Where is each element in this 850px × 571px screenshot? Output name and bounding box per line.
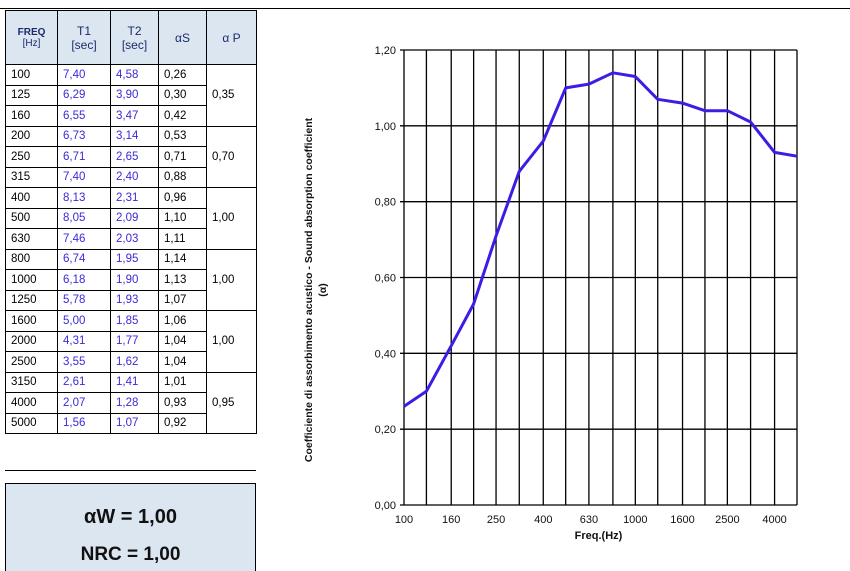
- col-header-freq-unit: [Hz]: [22, 37, 41, 49]
- x-tick-label: 2500: [715, 514, 739, 526]
- x-tick-label: 160: [442, 514, 460, 526]
- cell-freq: 100: [5, 64, 58, 86]
- col-header-freq: FREQ [Hz]: [5, 10, 58, 65]
- y-tick-label: 0,60: [375, 273, 396, 285]
- table-row: 125 6,29 3,90 0,30: [5, 84, 257, 106]
- table-row: 160 6,55 3,47 0,42: [5, 105, 257, 127]
- cell-alpha-s: 1,11: [158, 228, 207, 250]
- cell-t2: 1,93: [110, 289, 159, 311]
- y-tick-label: 1,00: [375, 121, 396, 133]
- x-tick-label: 250: [487, 514, 505, 526]
- table-row: 1000 6,18 1,90 1,13: [5, 269, 257, 291]
- x-tick-label: 1000: [623, 514, 647, 526]
- table-row: 200 6,73 3,14 0,53 0,70: [5, 125, 257, 188]
- cell-alpha-s: 0,92: [158, 412, 207, 434]
- table-separator: [5, 470, 256, 471]
- summary-panel: αW = 1,00 NRC = 1,00: [5, 483, 256, 571]
- cell-freq: 5000: [5, 412, 58, 434]
- table-row: 4000 2,07 1,28 0,93: [5, 392, 257, 414]
- cell-t2: 3,47: [110, 105, 159, 127]
- cell-alpha-s: 0,53: [158, 125, 207, 147]
- cell-freq: 200: [5, 125, 58, 147]
- col-header-alpha-p: α P: [206, 10, 257, 65]
- cell-alpha-s: 0,30: [158, 84, 207, 106]
- cell-t2: 1,28: [110, 392, 159, 414]
- cell-t1: 8,13: [57, 187, 111, 209]
- x-tick-label: 630: [580, 514, 598, 526]
- col-header-freq-label: FREQ: [17, 26, 46, 38]
- y-tick-label: 0,00: [375, 500, 396, 512]
- table-row: 500 8,05 2,09 1,10: [5, 207, 257, 229]
- y-tick-label: 1,20: [375, 45, 396, 57]
- table-row: 1250 5,78 1,93 1,07: [5, 289, 257, 311]
- cell-t1: 3,55: [57, 351, 111, 373]
- absorption-series-line: [403, 71, 798, 408]
- cell-alpha-p: 0,35: [206, 64, 257, 127]
- col-header-t1-label: T1: [76, 23, 91, 38]
- y-tick-label: 0,80: [375, 197, 396, 209]
- cell-freq: 400: [5, 187, 58, 209]
- cell-freq: 2000: [5, 330, 58, 352]
- y-tick-label: 0,40: [375, 348, 396, 360]
- nrc-value: NRC = 1,00: [80, 544, 181, 565]
- cell-t1: 1,56: [57, 412, 111, 434]
- cell-alpha-s: 0,42: [158, 105, 207, 127]
- x-tick-label: 4000: [762, 514, 786, 526]
- cell-alpha-s: 0,26: [158, 64, 207, 86]
- cell-t2: 4,58: [110, 64, 159, 86]
- table-row: 2500 3,55 1,62 1,04: [5, 351, 257, 373]
- cell-alpha-s: 1,14: [158, 248, 207, 270]
- cell-alpha-p: 1,00: [206, 310, 257, 373]
- col-header-t1: T1 [sec]: [57, 10, 111, 65]
- cell-alpha-s: 0,93: [158, 392, 207, 414]
- table-header-row: FREQ [Hz] T1 [sec] T2 [sec] αS α P: [5, 10, 257, 65]
- table-row: 100 7,40 4,58 0,26 0,35: [5, 64, 257, 127]
- table-row: 5000 1,56 1,07 0,92: [5, 412, 257, 434]
- data-table: FREQ [Hz] T1 [sec] T2 [sec] αS α P 100 7,…: [5, 10, 257, 434]
- y-tick-label: 0,20: [375, 424, 396, 436]
- x-tick-label: 100: [395, 514, 413, 526]
- data-table-panel: FREQ [Hz] T1 [sec] T2 [sec] αS α P 100 7,…: [5, 10, 257, 434]
- col-header-t2-unit: [sec]: [121, 37, 148, 52]
- cell-freq: 2500: [5, 351, 58, 373]
- top-border: [0, 8, 850, 9]
- cell-t1: 6,71: [57, 146, 111, 168]
- cell-alpha-s: 1,07: [158, 289, 207, 311]
- x-tick-label: 400: [534, 514, 552, 526]
- x-axis-label: Freq.(Hz): [575, 530, 623, 542]
- table-row: 250 6,71 2,65 0,71: [5, 146, 257, 168]
- cell-alpha-s: 0,71: [158, 146, 207, 168]
- x-tick-label: 1600: [670, 514, 694, 526]
- table-row: 3150 2,61 1,41 1,01 0,95: [5, 371, 257, 434]
- alpha-w-value: αW = 1,00: [84, 506, 177, 528]
- cell-t1: 6,18: [57, 269, 111, 291]
- cell-alpha-p: 0,95: [206, 371, 257, 434]
- cell-t2: 1,07: [110, 412, 159, 434]
- cell-freq: 250: [5, 146, 58, 168]
- cell-alpha-s: 1,04: [158, 351, 207, 373]
- cell-alpha-p: 1,00: [206, 187, 257, 250]
- cell-t2: 2,65: [110, 146, 159, 168]
- col-header-alpha-s: αS: [158, 10, 207, 65]
- cell-alpha-s: 0,88: [158, 166, 207, 188]
- cell-t1: 7,40: [57, 64, 111, 86]
- col-header-t1-unit: [sec]: [71, 37, 97, 52]
- col-header-t2-label: T2: [127, 23, 142, 38]
- col-header-t2: T2 [sec]: [110, 10, 159, 65]
